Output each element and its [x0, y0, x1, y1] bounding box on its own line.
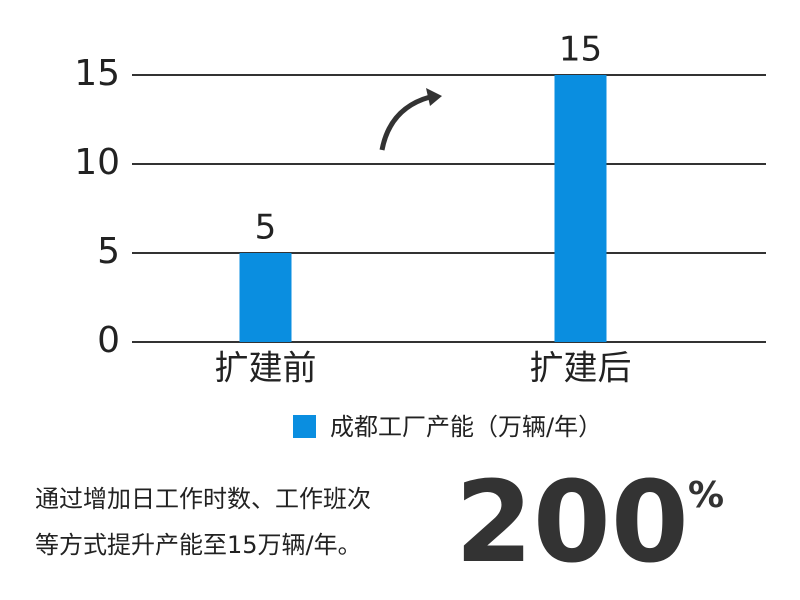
highlight-number: 200 [455, 458, 689, 588]
trend-arrow-head [426, 88, 442, 106]
y-tick-label: 10 [74, 142, 120, 183]
y-tick-label: 15 [74, 53, 120, 94]
annotation-line: 通过增加日工作时数、工作班次 [35, 485, 371, 513]
bar [554, 75, 607, 342]
trend-arrow [379, 94, 431, 151]
value-label: 15 [559, 30, 602, 70]
y-tick-label: 0 [97, 320, 120, 361]
legend-swatch [293, 415, 316, 438]
value-label: 5 [255, 208, 277, 248]
x-tick-label: 扩建后 [530, 349, 632, 389]
annotation-line: 等方式提升产能至15万辆/年。 [35, 531, 362, 559]
x-tick-label: 扩建前 [215, 349, 317, 389]
highlight-unit: % [688, 475, 724, 516]
legend-label: 成都工厂产能（万辆/年） [330, 413, 602, 441]
bar [239, 253, 292, 342]
y-tick-label: 5 [97, 231, 120, 272]
